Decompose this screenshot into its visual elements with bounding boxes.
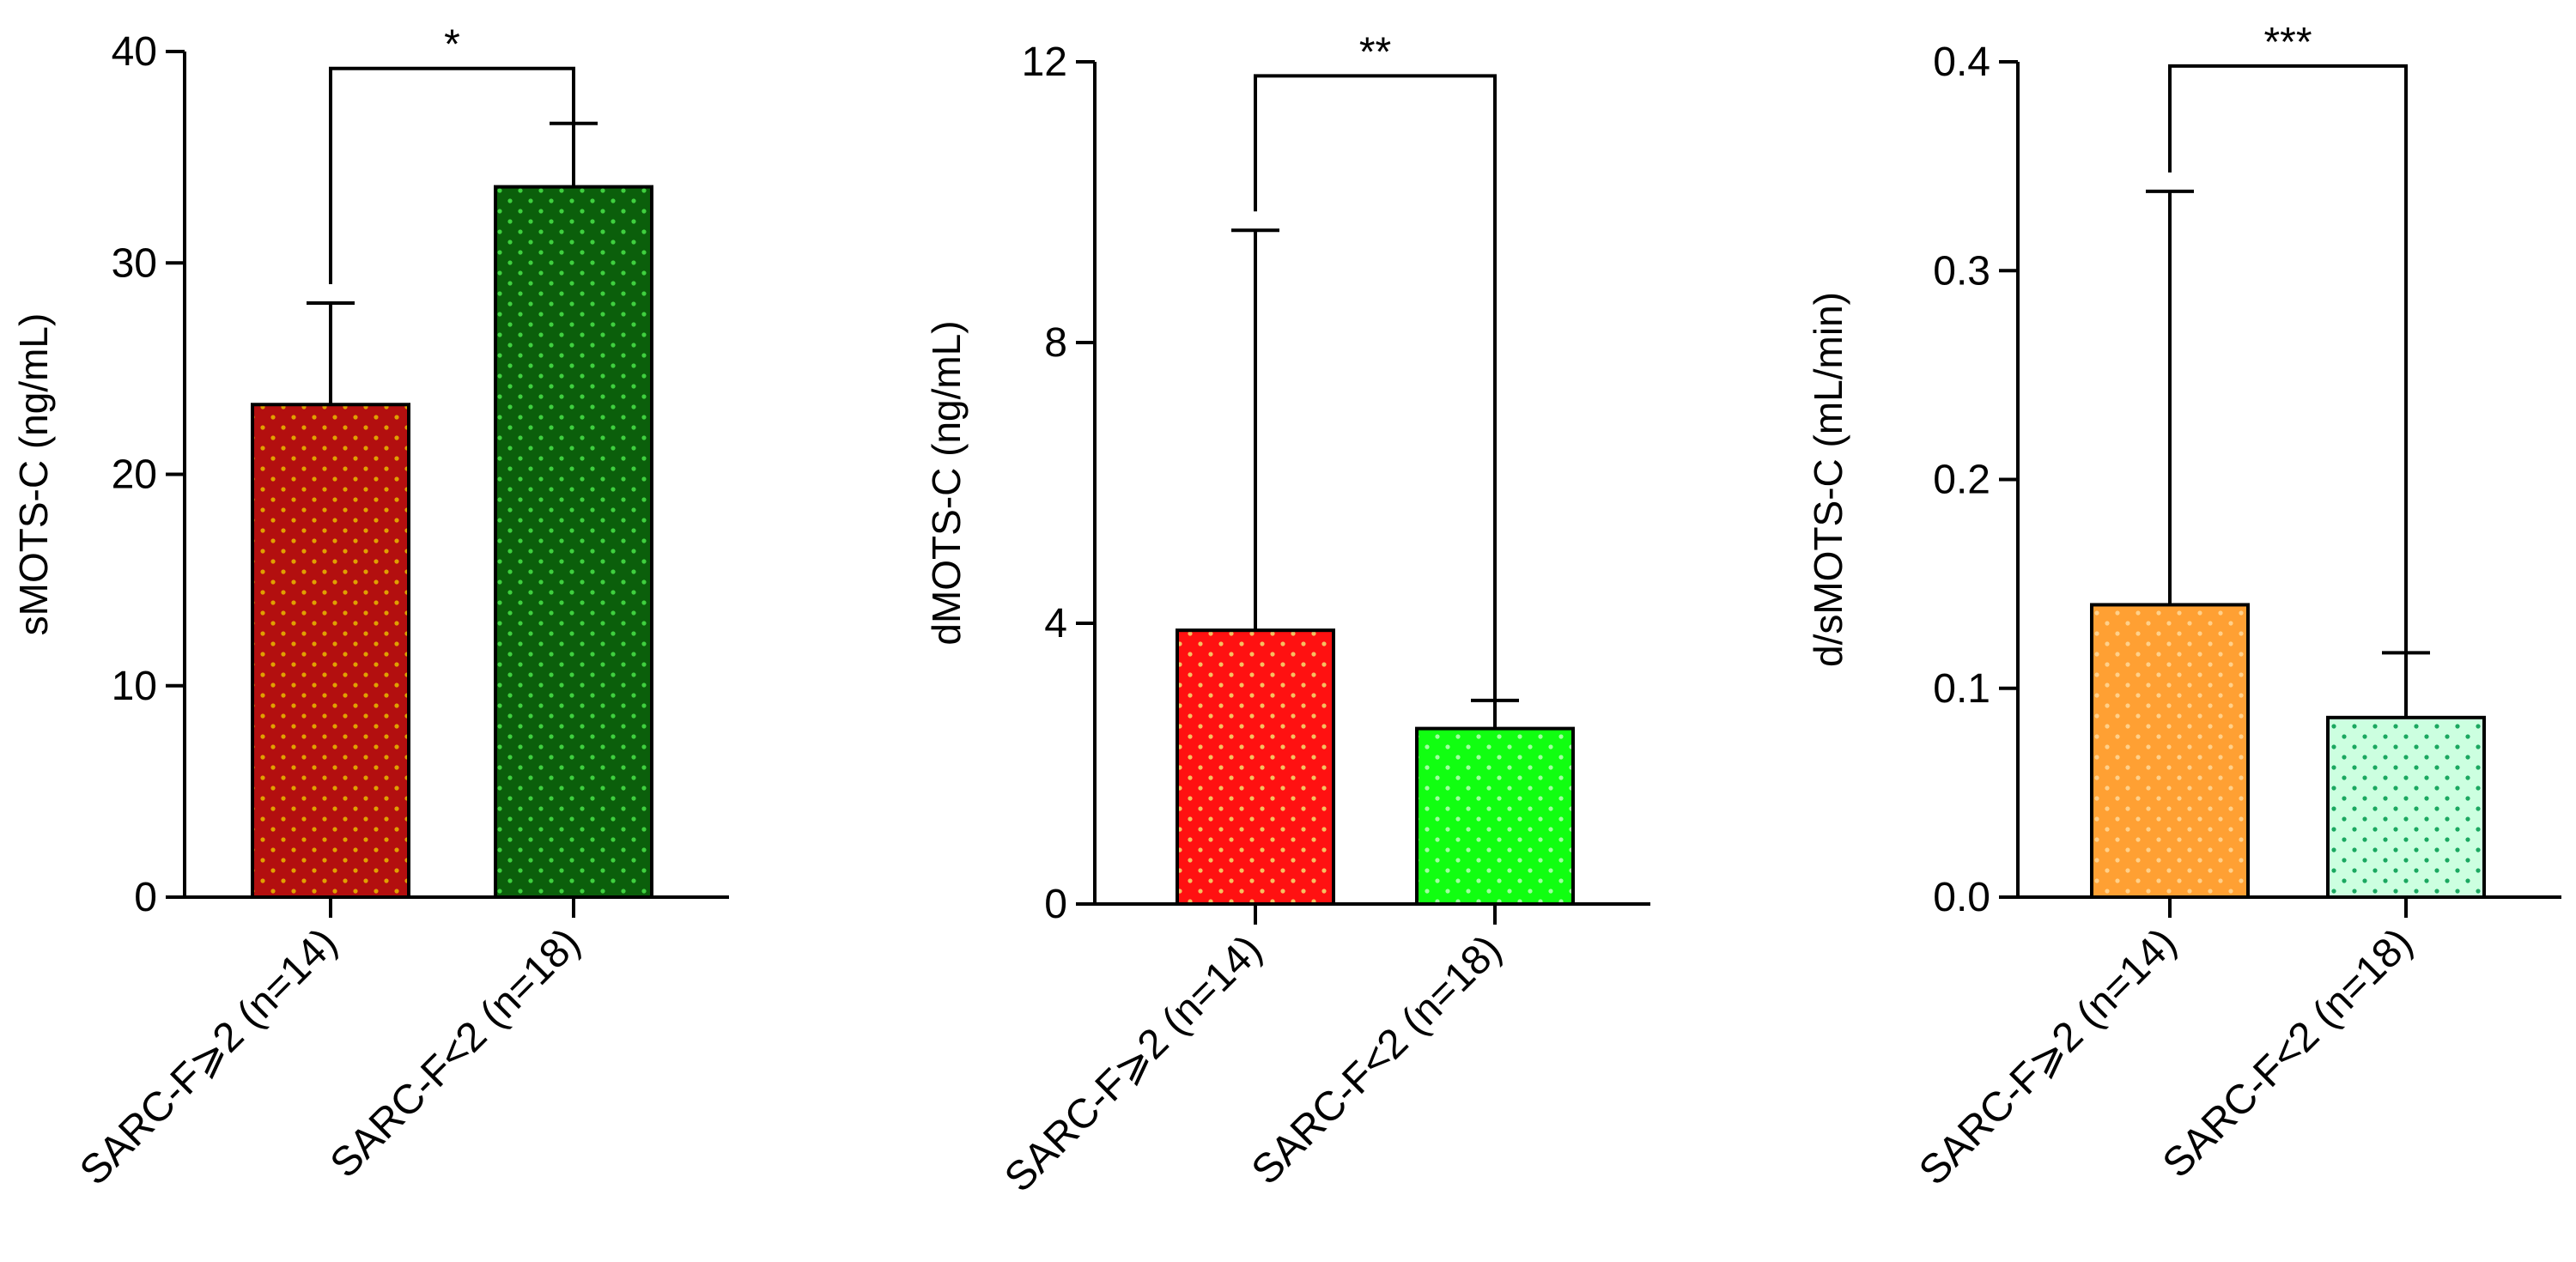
y-tick-label: 4 — [1044, 601, 1067, 646]
y-tick-label: 0.4 — [1933, 39, 1990, 85]
bar-1 — [1415, 726, 1575, 906]
significance-bracket — [329, 66, 575, 285]
category-label-0: SARC-F⩾2 (n=14) — [1911, 919, 2185, 1194]
significance-label: *** — [2263, 20, 2312, 65]
y-axis-label: d/sMOTS-C (mL/min) — [1806, 292, 1850, 667]
category-label-1: SARC-F<2 (n=18) — [2154, 919, 2421, 1186]
y-tick-label: 20 — [112, 452, 157, 498]
y-tick-label: 0.3 — [1933, 248, 1990, 294]
y-tick-label: 0.1 — [1933, 666, 1990, 712]
y-axis-label: sMOTS-C (ng/mL) — [11, 313, 56, 636]
y-tick-label: 8 — [1044, 320, 1067, 366]
bar-1 — [2326, 715, 2486, 899]
bar-0 — [2090, 603, 2250, 899]
y-tick-label: 0 — [1044, 882, 1067, 927]
y-tick-label: 0 — [134, 875, 157, 920]
significance-bracket — [1254, 74, 1497, 710]
y-tick-label: 0.0 — [1933, 875, 1990, 920]
category-label-0: SARC-F⩾2 (n=14) — [996, 926, 1271, 1201]
y-axis-label: dMOTS-C (ng/mL) — [924, 320, 969, 645]
chart-dmots-c: 0 4 8 12 dMOTS-C (ng/mL) SARC-F⩾2 (n=14)SARC-… — [924, 29, 1650, 1201]
bar-1 — [494, 185, 653, 900]
chart-d-smots-c: 0.0 0.1 0.2 0.3 0.4 d/sMOTS-C (mL/min) SARC-F⩾… — [1806, 20, 2561, 1194]
significance-bracket — [2168, 64, 2408, 699]
significance-label: * — [444, 22, 460, 68]
category-label-0: SARC-F⩾2 (n=14) — [71, 919, 346, 1194]
y-tick-label: 40 — [112, 29, 157, 75]
chart-smots-c: 0 10 20 30 40 sMOTS-C (ng/mL) SARC-F⩾2 (n=14)S… — [11, 22, 729, 1194]
y-tick-label: 0.2 — [1933, 458, 1990, 503]
y-tick-label: 10 — [112, 664, 157, 709]
bar-0 — [1176, 628, 1335, 906]
y-tick-label: 12 — [1022, 39, 1067, 85]
bar-0 — [251, 403, 410, 899]
category-label-1: SARC-F<2 (n=18) — [1243, 926, 1510, 1193]
category-label-1: SARC-F<2 (n=18) — [322, 919, 589, 1186]
significance-label: ** — [1359, 29, 1391, 75]
y-tick-label: 30 — [112, 240, 157, 286]
